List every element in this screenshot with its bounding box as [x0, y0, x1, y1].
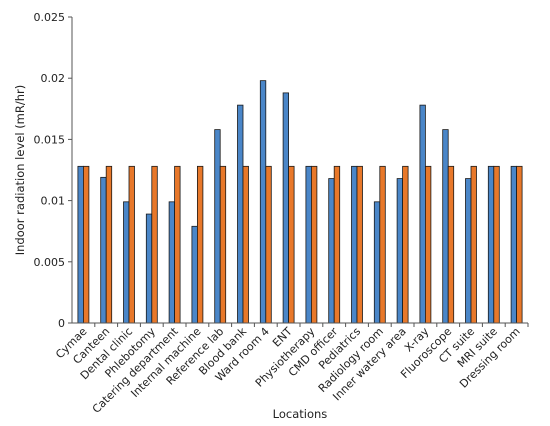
- bar-orange: [196, 165, 204, 324]
- bar-orange: [105, 165, 113, 324]
- bar-blue: [305, 165, 312, 324]
- bar-orange: [402, 165, 409, 324]
- bar-blue: [145, 213, 153, 324]
- bar-orange: [516, 165, 523, 324]
- y-axis-title: Indoor radiation level (mR/hr): [13, 85, 27, 256]
- bar-orange: [83, 165, 90, 324]
- bar-orange: [470, 165, 477, 324]
- bar-orange: [333, 165, 341, 324]
- x-axis-title: Locations: [273, 407, 328, 421]
- bar-blue: [168, 201, 176, 324]
- bar-blue: [77, 165, 84, 324]
- bar-blue: [442, 129, 449, 324]
- y-tick-label: 0.02: [41, 72, 66, 85]
- bar-blue: [259, 80, 267, 324]
- bar-blue: [282, 92, 290, 324]
- bar-blue: [123, 201, 130, 324]
- bar-blue: [237, 104, 244, 324]
- bar-orange: [424, 165, 432, 324]
- bar-orange: [288, 165, 295, 324]
- bar-blue: [510, 165, 518, 324]
- bar-orange: [310, 165, 318, 324]
- bar-blue: [465, 178, 472, 324]
- bar-blue: [214, 129, 221, 324]
- bar-blue: [100, 176, 107, 324]
- bar-orange: [174, 165, 181, 324]
- y-ticks-group: 0 0.005 0.01 0.015 0.02 0.025: [34, 11, 72, 330]
- bar-orange: [356, 165, 363, 324]
- bar-orange: [128, 165, 135, 324]
- bars-group: [77, 80, 523, 324]
- bar-blue: [328, 178, 335, 324]
- bar-orange: [151, 165, 158, 324]
- bar-blue: [191, 225, 198, 324]
- bar-orange: [219, 165, 227, 324]
- bar-orange: [447, 165, 455, 324]
- bar-blue: [396, 178, 404, 324]
- bar-blue: [487, 165, 495, 324]
- bar-orange: [379, 165, 386, 324]
- y-tick-label: 0.005: [34, 256, 66, 269]
- bar-orange: [493, 165, 500, 324]
- bar-orange: [265, 165, 272, 324]
- bar-blue: [419, 104, 426, 324]
- y-tick-label: 0.015: [34, 133, 66, 146]
- y-tick-label: 0: [58, 317, 65, 330]
- bar-blue: [373, 201, 381, 324]
- bar-orange: [242, 165, 249, 324]
- y-tick-label: 0.025: [34, 11, 66, 24]
- bar-blue: [351, 165, 358, 324]
- y-tick-label: 0.01: [41, 195, 66, 208]
